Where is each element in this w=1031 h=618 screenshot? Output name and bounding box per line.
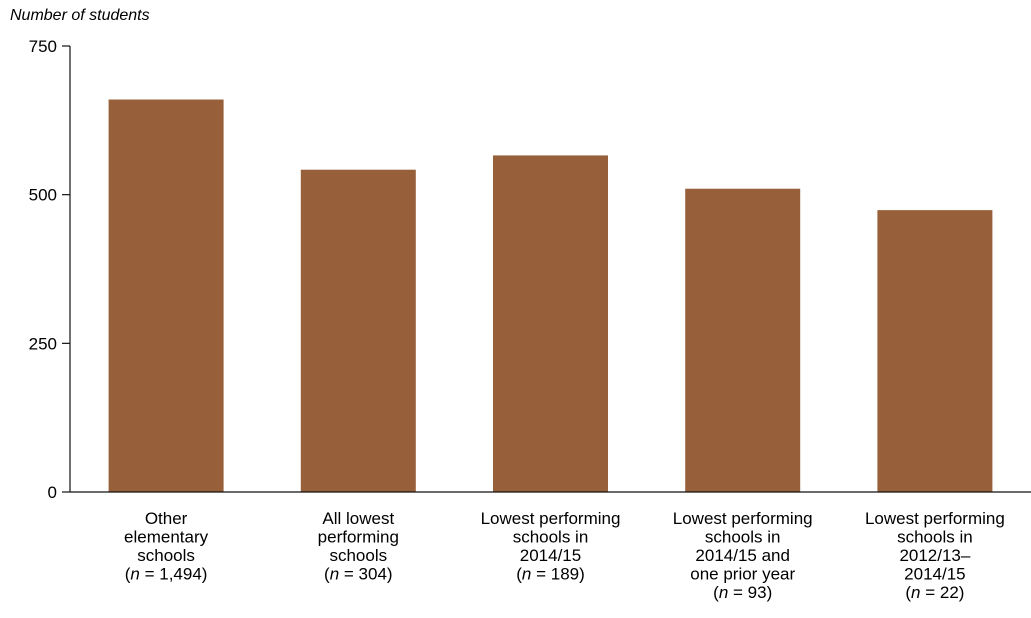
- x-category-label: Other elementary schools (n = 1,494): [124, 509, 209, 584]
- bar: [877, 210, 993, 493]
- x-category-label: Lowest performing schools in 2014/15 (n = 1…: [481, 509, 621, 584]
- bar: [685, 188, 801, 492]
- y-tick-label: 750: [29, 37, 57, 56]
- x-category-label: Lowest performing schools in 2014/15 and on…: [673, 509, 813, 602]
- bar: [300, 169, 416, 492]
- y-axis-title: Number of students: [10, 7, 150, 24]
- y-tick-label: 0: [48, 483, 57, 502]
- x-category-label: All lowest performing schools (n = 304): [318, 509, 399, 584]
- bar: [108, 99, 224, 493]
- y-tick-label: 250: [29, 334, 57, 353]
- x-category-label: Lowest performing schools in 2012/13– 2014/…: [865, 509, 1005, 602]
- y-axis-ticks: 0 250 500 750: [29, 37, 70, 502]
- y-tick-label: 500: [29, 186, 57, 205]
- category-labels: Other elementary schools (n = 1,494) All low…: [124, 509, 1005, 602]
- bars: [108, 99, 993, 493]
- bar: [493, 155, 608, 492]
